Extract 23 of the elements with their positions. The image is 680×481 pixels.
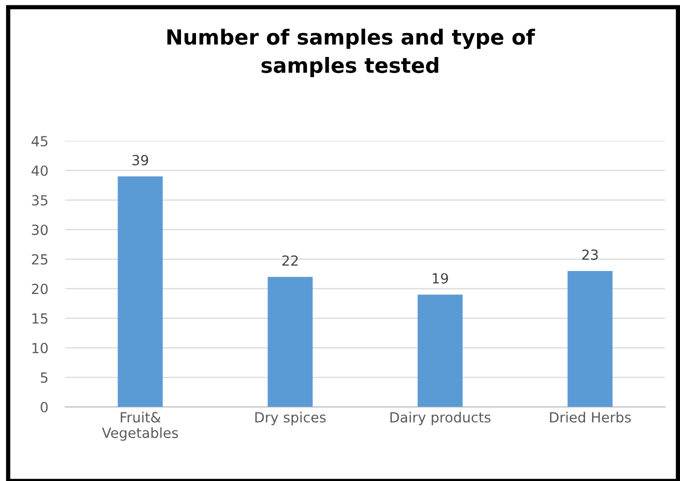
data-label: 22: [282, 255, 298, 266]
x-tick-label: Fruit& Vegetables: [102, 412, 178, 441]
y-tick-label: 5: [40, 372, 48, 383]
y-tick-label: 35: [32, 195, 48, 206]
y-tick-label: 40: [32, 165, 48, 176]
bar: [568, 270, 613, 407]
bar: [118, 176, 163, 407]
data-label: 19: [432, 273, 448, 284]
bar: [268, 276, 313, 407]
y-tick-label: 20: [32, 284, 48, 294]
y-tick-label: 25: [32, 254, 48, 265]
data-label: 23: [582, 249, 598, 260]
chart-title: Number of samples and type of samples tested: [167, 28, 536, 78]
y-tick-label: 30: [32, 224, 48, 236]
y-tick-label: 45: [32, 136, 48, 146]
x-tick-label: Dairy products: [390, 412, 490, 426]
y-tick-label: 0: [40, 402, 48, 412]
x-tick-label: Dry spices: [255, 412, 326, 426]
bar: [418, 294, 463, 407]
y-tick-label: 15: [32, 313, 48, 324]
data-label: 39: [132, 154, 148, 166]
y-tick-label: 10: [32, 342, 48, 354]
x-tick-label: Dried Herbs: [550, 412, 631, 423]
